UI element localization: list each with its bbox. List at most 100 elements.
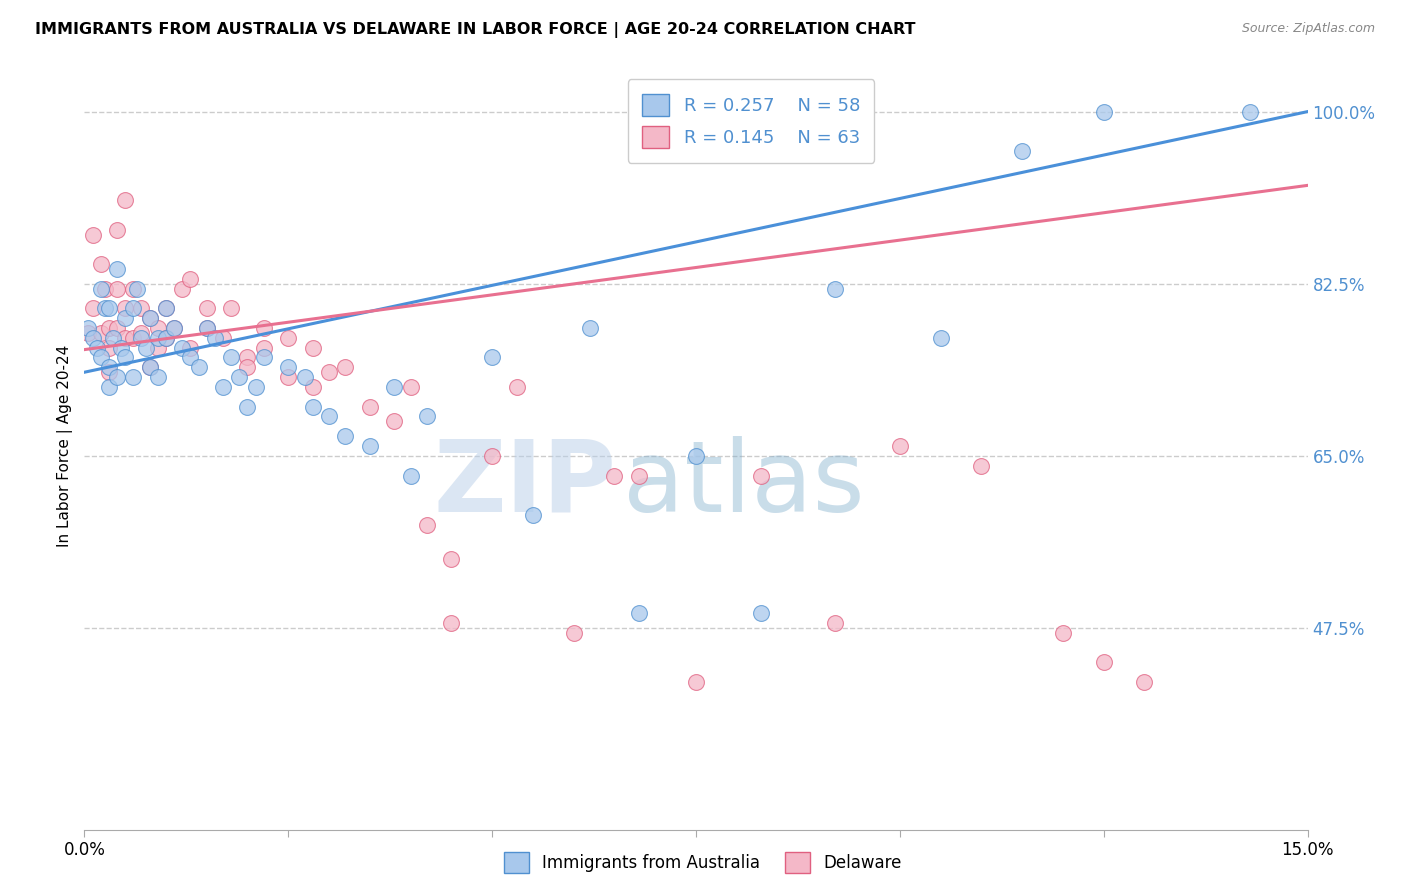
Point: [90, 282, 112, 296]
Point: [219, 301, 242, 316]
Point: [195, 321, 218, 335]
Point: [101, 331, 124, 345]
Point: [97, 360, 120, 375]
Point: [970, 458, 993, 473]
Point: [97, 341, 120, 355]
Legend: Immigrants from Australia, Delaware: Immigrants from Australia, Delaware: [498, 846, 908, 880]
Point: [93, 301, 115, 316]
Point: [335, 360, 357, 375]
Point: [824, 615, 846, 630]
Point: [301, 380, 323, 394]
Point: [138, 360, 160, 375]
Text: Source: ZipAtlas.com: Source: ZipAtlas.com: [1241, 22, 1375, 36]
Point: [114, 351, 136, 365]
Point: [131, 326, 153, 340]
Text: IMMIGRANTS FROM AUSTRALIA VS DELAWARE IN LABOR FORCE | AGE 20-24 CORRELATION CHA: IMMIGRANTS FROM AUSTRALIA VS DELAWARE IN…: [35, 22, 915, 38]
Point: [97, 380, 120, 394]
Point: [505, 380, 527, 394]
Point: [97, 301, 120, 316]
Point: [219, 351, 242, 365]
Point: [416, 517, 439, 532]
Point: [1239, 104, 1261, 119]
Point: [562, 625, 585, 640]
Point: [277, 360, 299, 375]
Point: [929, 331, 952, 345]
Point: [382, 414, 405, 428]
Point: [179, 272, 201, 286]
Text: ZIP: ZIP: [433, 436, 616, 533]
Point: [93, 282, 115, 296]
Point: [131, 301, 153, 316]
Point: [579, 321, 602, 335]
Point: [138, 311, 160, 326]
Point: [114, 311, 136, 326]
Y-axis label: In Labor Force | Age 20-24: In Labor Force | Age 20-24: [58, 345, 73, 547]
Point: [131, 331, 153, 345]
Point: [318, 409, 340, 424]
Point: [155, 331, 177, 345]
Point: [146, 370, 169, 384]
Point: [172, 282, 194, 296]
Point: [97, 365, 120, 379]
Point: [155, 301, 177, 316]
Point: [228, 370, 250, 384]
Point: [1133, 675, 1156, 690]
Point: [749, 468, 772, 483]
Point: [382, 380, 405, 394]
Point: [685, 449, 707, 463]
Point: [481, 351, 503, 365]
Point: [122, 282, 145, 296]
Point: [77, 326, 100, 340]
Point: [114, 193, 136, 207]
Point: [359, 400, 381, 414]
Point: [114, 301, 136, 316]
Point: [1092, 104, 1115, 119]
Point: [440, 615, 463, 630]
Point: [236, 360, 259, 375]
Point: [481, 449, 503, 463]
Point: [335, 429, 357, 443]
Point: [749, 606, 772, 620]
Point: [146, 321, 169, 335]
Point: [105, 370, 128, 384]
Point: [277, 370, 299, 384]
Point: [253, 321, 276, 335]
Point: [204, 331, 226, 345]
Point: [135, 341, 157, 355]
Point: [155, 301, 177, 316]
Point: [82, 331, 104, 345]
Point: [105, 321, 128, 335]
Point: [195, 321, 218, 335]
Point: [82, 227, 104, 242]
Point: [1092, 656, 1115, 670]
Point: [114, 331, 136, 345]
Point: [522, 508, 544, 522]
Point: [236, 400, 259, 414]
Point: [179, 341, 201, 355]
Point: [122, 370, 145, 384]
Point: [179, 351, 201, 365]
Point: [212, 331, 235, 345]
Point: [277, 331, 299, 345]
Point: [627, 468, 650, 483]
Point: [163, 321, 186, 335]
Point: [127, 282, 149, 296]
Point: [824, 282, 846, 296]
Point: [253, 341, 276, 355]
Point: [122, 331, 145, 345]
Point: [146, 341, 169, 355]
Point: [90, 326, 112, 340]
Point: [105, 222, 128, 236]
Point: [172, 341, 194, 355]
Point: [627, 606, 650, 620]
Point: [245, 380, 267, 394]
Point: [110, 341, 132, 355]
Point: [301, 400, 323, 414]
Point: [187, 360, 209, 375]
Point: [155, 331, 177, 345]
Point: [146, 331, 169, 345]
Point: [97, 321, 120, 335]
Point: [294, 370, 316, 384]
Point: [77, 321, 100, 335]
Point: [163, 321, 186, 335]
